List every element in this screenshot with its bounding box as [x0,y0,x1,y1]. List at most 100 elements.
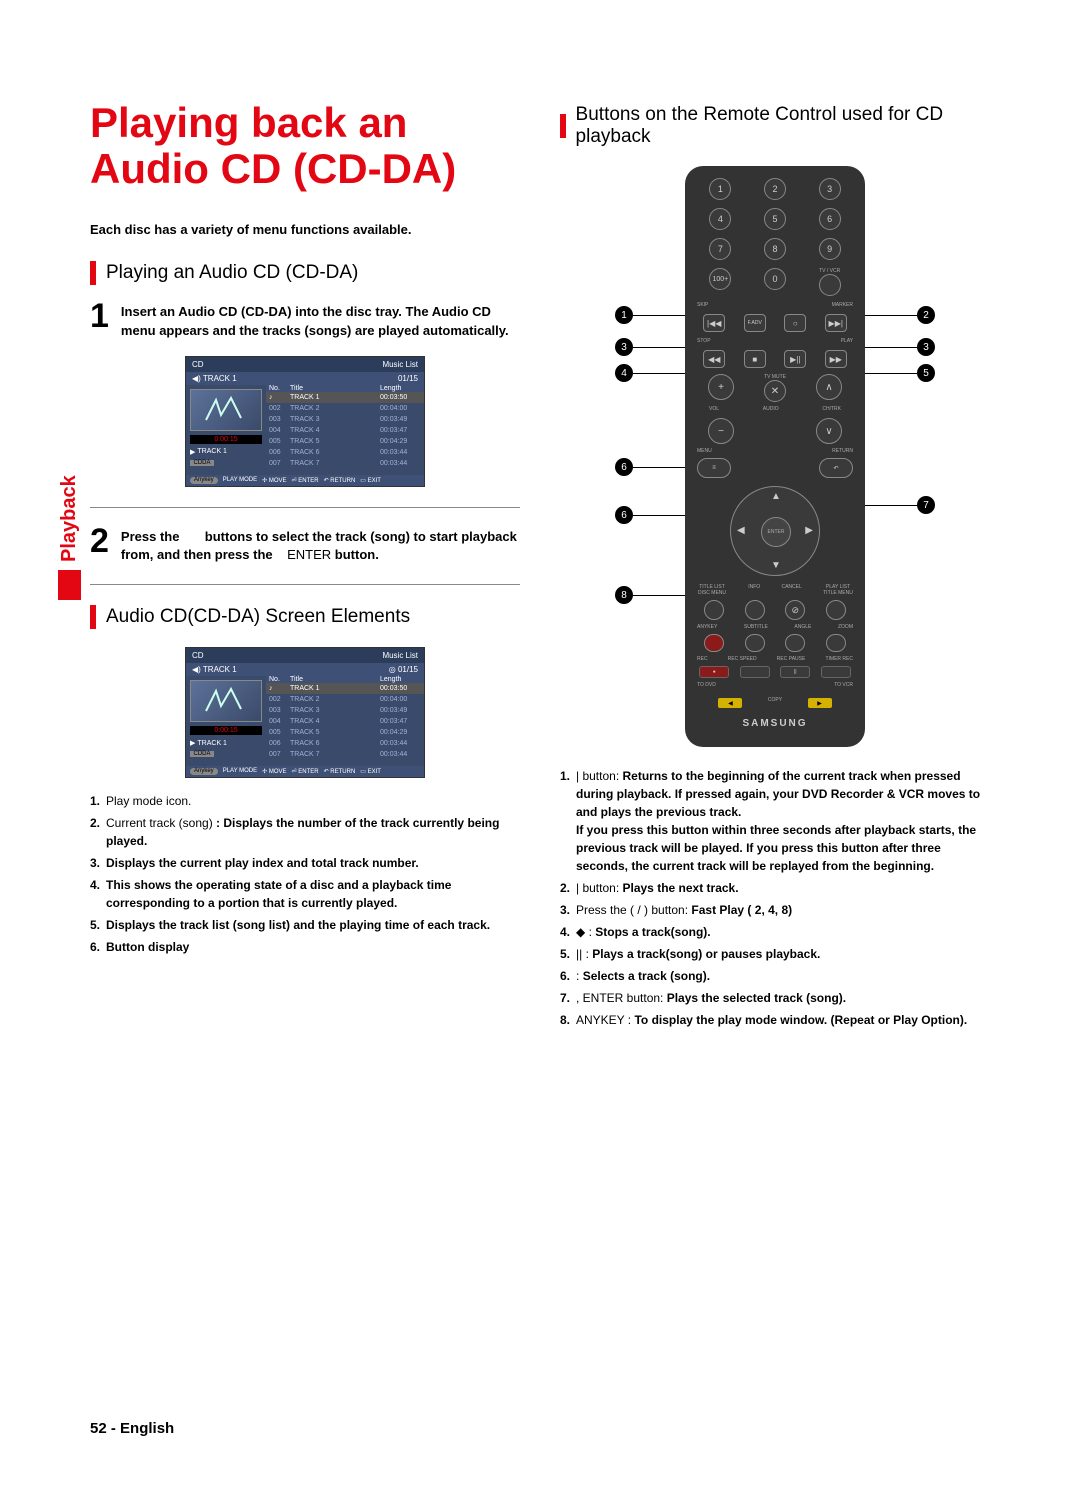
next-track-button[interactable]: ▶▶| [825,314,847,332]
anykey-button[interactable] [704,634,724,652]
vol-up-button[interactable]: + [708,374,734,400]
page-number: 52 [90,1420,107,1437]
list-item: 3.Displays the current play index and to… [90,854,520,872]
ch-down-button[interactable]: ∨ [816,418,842,444]
dpad-right-button[interactable]: ▶ [805,525,813,536]
vol-down-button[interactable]: − [708,418,734,444]
callout-8: 8 [615,586,633,604]
table-row: 005TRACK 500:04:29 [266,436,424,447]
step-1: 1 Insert an Audio CD (CD-DA) into the di… [90,303,520,339]
cd-header-right: Music List [382,360,418,369]
page-columns: Playing back an Audio CD (CD-DA) Each di… [90,100,990,1033]
cd-cdda-badge: CDDA [190,460,214,466]
play-row: ◀◀ ■ ▶|| ▶▶ [697,350,853,368]
red-bar-icon [90,605,96,629]
num-3-button[interactable]: 3 [819,178,841,200]
prev-track-button[interactable]: |◀◀ [703,314,725,332]
num-8-button[interactable]: 8 [764,238,786,260]
cancel-button[interactable]: ⊘ [785,600,805,620]
rec-button[interactable]: ● [699,666,729,678]
enter-button[interactable]: ENTER [761,517,791,547]
cd-table-header: No. Title Length [266,676,424,683]
section-remote-title: Buttons on the Remote Control used for C… [576,104,990,148]
num-7-button[interactable]: 7 [709,238,731,260]
table-row: 002TRACK 200:04:00 [266,403,424,414]
num-2-button[interactable]: 2 [764,178,786,200]
num-5-button[interactable]: 5 [764,208,786,230]
cd-time: 0:00:15 [190,435,262,444]
dpad-up-button[interactable]: ▲ [771,491,781,502]
callout-3r: 3 [917,338,935,356]
list-item: 4.This shows the operating state of a di… [90,876,520,912]
return-button[interactable]: ↶ [819,458,853,478]
stop-button[interactable]: ■ [744,350,766,368]
cd-track-label: ◀) TRACK 1 [192,374,237,383]
table-row: ♪TRACK 100:03:50 [266,683,424,694]
side-tab-label: Playback [58,475,81,562]
recspeed-button[interactable] [740,666,770,678]
menu-button[interactable]: ≡ [697,458,731,478]
footer-item: ▭ EXIT [360,477,381,484]
step-2-text: Press the buttons to select the track (s… [121,528,520,564]
list-item: 4. ◆ : Stops a track(song). [560,923,990,941]
num-0-button[interactable]: 0 [764,268,786,290]
todvd-button[interactable]: ◀ [718,698,742,708]
ch-up-button[interactable]: ∧ [816,374,842,400]
cd-album-art-icon [190,389,262,431]
numpad: 1 2 3 4 5 6 7 8 9 100+ 0 TV / VCR [697,178,853,296]
callout-1: 1 [615,306,633,324]
tvmute-button[interactable]: ✕ [764,380,786,402]
cd-left-pane: 0:00:15 ▶ TRACK 1 CDDA [186,676,266,766]
cd-titlebar: CD Music List [186,648,424,663]
cd-trackbar: ◀) TRACK 1 01/15 [186,372,424,385]
play-pause-button[interactable]: ▶|| [784,350,806,368]
table-row: 004TRACK 400:03:47 [266,716,424,727]
cd-body: 0:00:15 ▶ TRACK 1 CDDA No. Title Length … [186,385,424,475]
list-item: 2. | button: Plays the next track. [560,879,990,897]
table-row: 003TRACK 300:03:49 [266,705,424,716]
cd-track-label: ◀) TRACK 1 [192,665,237,674]
footer-item: ↶ RETURN [324,477,356,484]
table-row: 003TRACK 300:03:49 [266,414,424,425]
cd-album-art-icon [190,680,262,722]
zoom-button[interactable] [826,634,846,652]
remote-desc-list: 1.| button: Returns to the beginning of … [560,767,990,1029]
fadv-button[interactable]: F.ADV [744,314,766,332]
callout-7: 7 [917,496,935,514]
table-row: 005TRACK 500:04:29 [266,727,424,738]
dpad-left-button[interactable]: ◀ [737,525,745,536]
recpause-button[interactable]: || [780,666,810,678]
subtitle-button[interactable] [745,634,765,652]
marker-button[interactable]: ○ [784,314,806,332]
dpad-down-button[interactable]: ▼ [771,560,781,571]
playlist-button[interactable] [826,600,846,620]
timerrec-button[interactable] [821,666,851,678]
cd-table-header: No. Title Length [266,385,424,392]
rewind-button[interactable]: ◀◀ [703,350,725,368]
callout-4: 4 [615,364,633,382]
dpad-ring: ▲ ▼ ◀ ▶ ENTER [730,486,820,576]
skip-marker-labels: SKIP MARKER [697,302,853,308]
info-button[interactable] [745,600,765,620]
tovcr-button[interactable]: ▶ [808,698,832,708]
skip-row: |◀◀ F.ADV ○ ▶▶| [697,314,853,332]
num-100plus-button[interactable]: 100+ [709,268,731,290]
titlelist-button[interactable] [704,600,724,620]
num-4-button[interactable]: 4 [709,208,731,230]
footer-item: ⏎ ENTER [292,477,319,484]
num-1-button[interactable]: 1 [709,178,731,200]
table-row: 006TRACK 600:03:44 [266,447,424,458]
red-bar-icon [560,114,566,138]
remote-body: 1 2 3 4 5 6 7 8 9 100+ 0 TV / VCR SKIP M… [685,166,865,747]
angle-button[interactable] [785,634,805,652]
num-6-button[interactable]: 6 [819,208,841,230]
cd-titlebar: CD Music List [186,357,424,372]
page-footer: 52 - English [90,1420,174,1437]
tv-vcr-button[interactable] [819,274,841,296]
cd-header-left: CD [192,651,204,660]
section-elements-title: Audio CD(CD-DA) Screen Elements [106,606,410,628]
num-9-button[interactable]: 9 [819,238,841,260]
divider [90,507,520,508]
fastforward-button[interactable]: ▶▶ [825,350,847,368]
step-1-text: Insert an Audio CD (CD-DA) into the disc… [121,303,520,339]
